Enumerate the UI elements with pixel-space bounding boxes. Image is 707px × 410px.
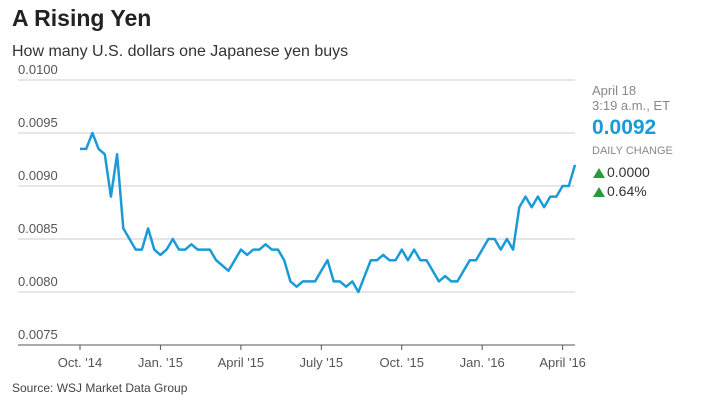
- sidebar-value: 0.0092: [592, 116, 656, 139]
- x-tick-label: April '16: [539, 355, 586, 370]
- y-tick-label: 0.0075: [18, 327, 58, 342]
- sidebar-change-abs: 0.0000: [607, 164, 650, 180]
- x-tick-label: Jan. '15: [138, 355, 183, 370]
- up-arrow: [593, 187, 605, 197]
- sidebar-change-pct: 0.64%: [607, 183, 647, 199]
- x-tick-label: Oct. '15: [380, 355, 424, 370]
- y-tick-label: 0.0095: [18, 115, 58, 130]
- up-arrow: [593, 168, 605, 178]
- y-tick-label: 0.0090: [18, 168, 58, 183]
- x-tick-label: April '15: [218, 355, 265, 370]
- x-tick-label: Oct. '14: [58, 355, 102, 370]
- line: [80, 131, 577, 294]
- sidebar-change-label: DAILY CHANGE: [592, 145, 673, 157]
- y-tick-label: 0.0080: [18, 274, 58, 289]
- y-tick-label: 0.0085: [18, 221, 58, 236]
- sidebar-date: April 18: [592, 83, 636, 98]
- x-tick-label: July '15: [299, 355, 343, 370]
- source: Source: WSJ Market Data Group: [12, 381, 188, 395]
- chart-title: A Rising Yen: [12, 5, 151, 31]
- y-tick-label: 0.0100: [18, 62, 58, 77]
- x-tick-label: Jan. '16: [460, 355, 505, 370]
- sidebar-time: 3:19 a.m., ET: [592, 98, 670, 113]
- chart-subtitle: How many U.S. dollars one Japanese yen b…: [12, 43, 348, 60]
